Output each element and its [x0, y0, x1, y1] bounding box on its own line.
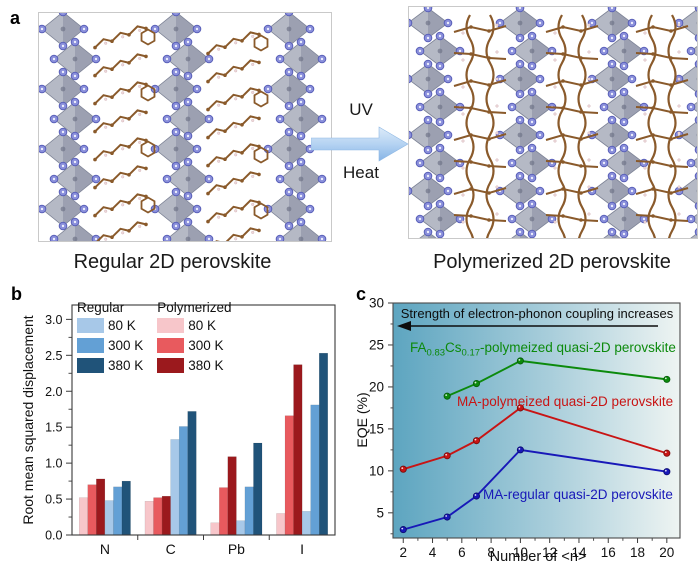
- legend-swatch: [77, 318, 104, 333]
- legend-item: 80 K: [157, 318, 231, 333]
- svg-text:5: 5: [376, 505, 384, 520]
- legend-label: 300 K: [108, 338, 144, 353]
- panel-a-label: a: [10, 8, 21, 28]
- legend-title: Polymerized: [157, 300, 232, 315]
- polymerized-2d-perovskite-structure-image: [408, 6, 698, 239]
- label-subscript: 0.83: [426, 347, 446, 359]
- svg-text:30: 30: [369, 296, 384, 311]
- legend-item: 380 K: [77, 358, 143, 373]
- arrow-label-uv: UV: [349, 100, 373, 119]
- legend-swatch: [157, 338, 185, 353]
- svg-text:2.0: 2.0: [45, 385, 62, 399]
- svg-text:18: 18: [630, 545, 645, 560]
- legend-swatch: [77, 358, 104, 373]
- svg-text:8: 8: [487, 545, 495, 560]
- svg-text:2: 2: [399, 545, 407, 560]
- svg-text:0.0: 0.0: [45, 529, 62, 543]
- svg-text:Pb: Pb: [228, 541, 245, 557]
- svg-text:N: N: [100, 541, 110, 557]
- regular-caption: Regular 2D perovskite: [73, 251, 272, 273]
- legend-title: Regular: [77, 300, 125, 315]
- legend-swatch: [157, 318, 185, 333]
- svg-text:2.5: 2.5: [45, 349, 62, 363]
- series-label-ma-regular: MA-regular quasi-2D perovskite: [483, 487, 673, 502]
- legend-column: Polymerized 80 K 300 K 380 K: [157, 300, 232, 378]
- legend-swatch: [157, 358, 185, 373]
- legend-label: 80 K: [188, 318, 217, 333]
- panel-c-label: c: [356, 284, 367, 304]
- label-part: Cs: [445, 340, 462, 355]
- svg-text:C: C: [166, 541, 176, 557]
- legend-column: Regular 80 K 300 K 380 K: [77, 300, 143, 378]
- right-arrow-icon: [311, 126, 409, 162]
- svg-text:6: 6: [458, 545, 466, 560]
- legend-item: 300 K: [157, 338, 231, 353]
- svg-text:12: 12: [542, 545, 557, 560]
- svg-text:1.5: 1.5: [45, 421, 62, 435]
- legend-label: 300 K: [188, 338, 224, 353]
- line-chart: 2 4 6 8 10 12 14 16 18 20 5 10 15 20 25 30: [369, 296, 681, 560]
- svg-text:20: 20: [369, 379, 384, 394]
- line-chart-x-axis-label: Number of <n>: [489, 549, 587, 565]
- label-part: -polymeized quasi-2D perovskite: [480, 340, 676, 355]
- legend-label: 380 K: [108, 358, 144, 373]
- arrow-label-heat: Heat: [343, 163, 379, 182]
- polymerized-caption: Polymerized 2D perovskite: [433, 251, 671, 273]
- label-part: FA: [410, 340, 427, 355]
- bar-chart: 0.0 0.5 1.0 1.5 2.0 2.5 3.0 N C Pb I: [45, 304, 336, 557]
- regular-2d-perovskite-structure-image: [38, 12, 332, 242]
- svg-text:14: 14: [571, 545, 587, 560]
- legend-label: 380 K: [188, 358, 224, 373]
- svg-text:25: 25: [369, 337, 384, 352]
- svg-text:20: 20: [659, 545, 674, 560]
- series-label-ma-polymerized: MA-polymeized quasi-2D perovskite: [457, 394, 674, 409]
- electron-phonon-annotation: Strength of electron-phonon coupling inc…: [400, 306, 674, 321]
- svg-text:4: 4: [429, 545, 437, 560]
- legend-label: 80 K: [108, 318, 136, 333]
- svg-text:10: 10: [369, 463, 384, 478]
- series-label-facs-polymerized: FA0.83Cs0.17-polymeized quasi-2D perovsk…: [410, 340, 676, 359]
- panel-b-label: b: [11, 284, 22, 304]
- label-subscript: 0.17: [461, 347, 481, 359]
- svg-text:3.0: 3.0: [45, 313, 62, 327]
- svg-text:1.0: 1.0: [45, 457, 62, 471]
- svg-text:15: 15: [369, 421, 384, 436]
- svg-text:16: 16: [601, 545, 616, 560]
- svg-text:0.5: 0.5: [45, 493, 62, 507]
- legend-item: 80 K: [77, 318, 143, 333]
- legend-item: 380 K: [157, 358, 231, 373]
- svg-text:10: 10: [513, 545, 528, 560]
- crystal-structure-drawing: [39, 13, 327, 241]
- legend-item: 300 K: [77, 338, 143, 353]
- crystal-structure-drawing: [409, 7, 697, 238]
- svg-text:I: I: [300, 541, 304, 557]
- legend-swatch: [77, 338, 104, 353]
- bar-chart-legend: Regular 80 K 300 K 380 K Polymerized 80 K 300 …: [77, 300, 232, 378]
